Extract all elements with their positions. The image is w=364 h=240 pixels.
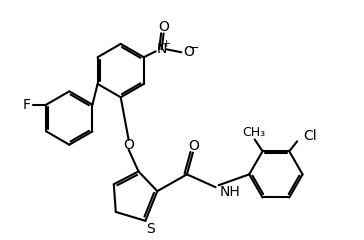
Text: NH: NH bbox=[219, 185, 240, 199]
Text: O: O bbox=[189, 139, 199, 153]
Text: CH₃: CH₃ bbox=[242, 126, 265, 139]
Text: O: O bbox=[158, 20, 169, 34]
Text: N: N bbox=[157, 42, 167, 56]
Text: −: − bbox=[189, 42, 199, 55]
Text: S: S bbox=[146, 222, 155, 236]
Text: +: + bbox=[162, 39, 171, 49]
Text: Cl: Cl bbox=[303, 129, 317, 144]
Text: O: O bbox=[123, 138, 134, 152]
Text: O: O bbox=[183, 45, 194, 59]
Text: F: F bbox=[23, 98, 31, 112]
